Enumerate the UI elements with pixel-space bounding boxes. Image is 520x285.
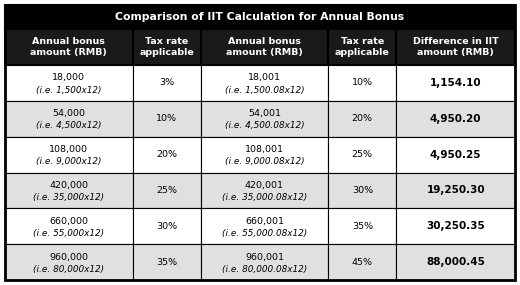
Bar bbox=[201, 101, 328, 137]
Bar bbox=[201, 208, 328, 244]
Bar bbox=[5, 65, 133, 101]
Text: 4,950.25: 4,950.25 bbox=[430, 150, 482, 160]
Text: Difference in IIT
amount (RMB): Difference in IIT amount (RMB) bbox=[413, 37, 499, 57]
Text: 20%: 20% bbox=[352, 114, 373, 123]
Text: 88,000.45: 88,000.45 bbox=[426, 257, 485, 267]
Text: 108,000: 108,000 bbox=[49, 145, 88, 154]
Bar bbox=[201, 65, 328, 101]
Text: 25%: 25% bbox=[156, 186, 177, 195]
Text: 960,001: 960,001 bbox=[245, 253, 284, 262]
Text: (i.e. 80,000.08x12): (i.e. 80,000.08x12) bbox=[222, 265, 307, 274]
Text: 54,001: 54,001 bbox=[248, 109, 281, 118]
Text: 25%: 25% bbox=[352, 150, 373, 159]
Bar bbox=[133, 137, 201, 172]
Bar bbox=[133, 172, 201, 208]
Bar bbox=[5, 101, 133, 137]
Text: 30%: 30% bbox=[156, 222, 177, 231]
Text: (i.e. 55,000x12): (i.e. 55,000x12) bbox=[33, 229, 105, 238]
Text: Tax rate
applicable: Tax rate applicable bbox=[335, 37, 389, 57]
Text: 10%: 10% bbox=[156, 114, 177, 123]
Text: 108,001: 108,001 bbox=[245, 145, 284, 154]
Bar bbox=[328, 101, 396, 137]
Bar bbox=[328, 208, 396, 244]
Bar bbox=[328, 244, 396, 280]
Text: 660,001: 660,001 bbox=[245, 217, 284, 226]
Text: 35%: 35% bbox=[156, 258, 177, 266]
Text: 960,000: 960,000 bbox=[49, 253, 88, 262]
Bar bbox=[5, 244, 133, 280]
Bar bbox=[396, 65, 515, 101]
Bar bbox=[396, 101, 515, 137]
Text: 660,000: 660,000 bbox=[49, 217, 88, 226]
Bar bbox=[5, 5, 515, 29]
Text: 30%: 30% bbox=[352, 186, 373, 195]
Bar bbox=[396, 172, 515, 208]
Bar bbox=[201, 137, 328, 172]
Bar bbox=[133, 101, 201, 137]
Bar bbox=[133, 29, 201, 65]
Bar bbox=[5, 137, 133, 172]
Text: (i.e. 80,000x12): (i.e. 80,000x12) bbox=[33, 265, 105, 274]
Text: 4,950.20: 4,950.20 bbox=[430, 114, 482, 124]
Text: (i.e. 55,000.08x12): (i.e. 55,000.08x12) bbox=[222, 229, 307, 238]
Bar bbox=[5, 208, 133, 244]
Bar bbox=[5, 172, 133, 208]
Text: (i.e. 35,000.08x12): (i.e. 35,000.08x12) bbox=[222, 193, 307, 202]
Text: 420,001: 420,001 bbox=[245, 181, 284, 190]
Bar bbox=[396, 29, 515, 65]
Text: 18,000: 18,000 bbox=[52, 74, 85, 82]
Bar bbox=[201, 244, 328, 280]
Text: (i.e. 1,500x12): (i.e. 1,500x12) bbox=[36, 86, 101, 95]
Bar bbox=[133, 208, 201, 244]
Text: 35%: 35% bbox=[352, 222, 373, 231]
Text: 20%: 20% bbox=[156, 150, 177, 159]
Bar bbox=[396, 137, 515, 172]
Text: 1,154.10: 1,154.10 bbox=[430, 78, 482, 88]
Bar bbox=[328, 65, 396, 101]
Text: 45%: 45% bbox=[352, 258, 373, 266]
Bar bbox=[201, 172, 328, 208]
Bar bbox=[396, 208, 515, 244]
Text: Annual bonus
amount (RMB): Annual bonus amount (RMB) bbox=[226, 37, 303, 57]
Text: (i.e. 4,500.08x12): (i.e. 4,500.08x12) bbox=[225, 121, 304, 131]
Bar bbox=[328, 137, 396, 172]
Text: 420,000: 420,000 bbox=[49, 181, 88, 190]
Text: (i.e. 9,000x12): (i.e. 9,000x12) bbox=[36, 157, 101, 166]
Bar bbox=[201, 29, 328, 65]
Text: 19,250.30: 19,250.30 bbox=[426, 186, 485, 196]
Bar bbox=[328, 29, 396, 65]
Text: (i.e. 4,500x12): (i.e. 4,500x12) bbox=[36, 121, 101, 131]
Bar bbox=[396, 244, 515, 280]
Text: Annual bonus
amount (RMB): Annual bonus amount (RMB) bbox=[30, 37, 107, 57]
Text: (i.e. 9,000.08x12): (i.e. 9,000.08x12) bbox=[225, 157, 304, 166]
Text: (i.e. 1,500.08x12): (i.e. 1,500.08x12) bbox=[225, 86, 304, 95]
Text: 30,250.35: 30,250.35 bbox=[426, 221, 485, 231]
Bar bbox=[5, 29, 133, 65]
Text: Tax rate
applicable: Tax rate applicable bbox=[139, 37, 194, 57]
Text: (i.e. 35,000x12): (i.e. 35,000x12) bbox=[33, 193, 105, 202]
Bar bbox=[133, 65, 201, 101]
Text: 3%: 3% bbox=[159, 78, 174, 87]
Text: 54,000: 54,000 bbox=[52, 109, 85, 118]
Text: 10%: 10% bbox=[352, 78, 373, 87]
Bar bbox=[328, 172, 396, 208]
Text: Comparison of IIT Calculation for Annual Bonus: Comparison of IIT Calculation for Annual… bbox=[115, 12, 405, 22]
Bar bbox=[133, 244, 201, 280]
Text: 18,001: 18,001 bbox=[248, 74, 281, 82]
